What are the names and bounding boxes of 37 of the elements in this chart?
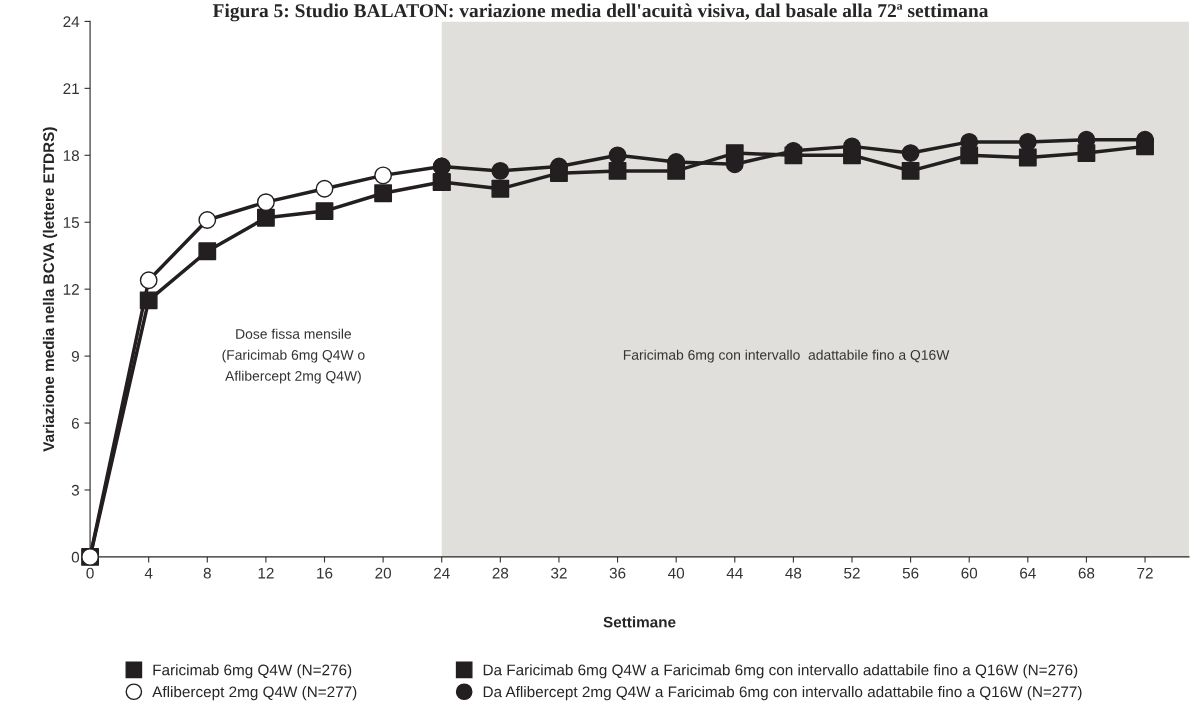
x-tick-label: 64 [1020, 567, 1036, 579]
band-label: Faricimab 6mg con intervallo adattabile fino a Q16W [623, 349, 950, 363]
x-tick-label: 60 [961, 567, 978, 579]
x-tick-label: 40 [668, 567, 685, 579]
x-tick-label: 16 [317, 567, 333, 579]
x-axis-title: Settimane [603, 616, 676, 628]
legend-label: Da Aflibercept 2mg Q4W a Faricimab 6mg con intervallo adattabile fino a Q16W (N=277) [483, 686, 1082, 701]
y-tick-label: 0 [71, 551, 80, 563]
y-tick-label: 3 [71, 484, 79, 496]
x-tick-label: 8 [203, 567, 211, 579]
x-tick-label: 44 [726, 567, 743, 579]
y-axis-title: Variazione media nella BCVA (lettere ETDRS) [42, 127, 58, 452]
x-tick-label: 32 [551, 567, 567, 579]
x-tick-label: 12 [258, 567, 274, 579]
x-tick-label: 36 [609, 567, 626, 579]
x-tick-label: 0 [86, 567, 94, 579]
x-tick-label: 24 [434, 567, 450, 579]
y-tick-label: 6 [71, 417, 79, 429]
y-tick-label: 12 [63, 284, 79, 295]
chart-title: Figura 5: Studio BALATON: variazione media dell'acuità visiva, dal basale alla 72ª settimana [212, 3, 989, 22]
y-tick-label: 15 [63, 217, 80, 228]
annotation: Dose fissa mensile (Faricimab 6mg Q4W o Aflibercept 2mg Q4W) [222, 328, 365, 384]
y-tick-label: 24 [63, 16, 80, 27]
y-tick-label: 9 [71, 350, 79, 362]
legend-label: Faricimab 6mg Q4W (N=276) [153, 664, 352, 679]
x-tick-label: 48 [785, 567, 802, 579]
x-tick-label: 52 [844, 567, 860, 579]
y-tick-label: 18 [63, 150, 79, 161]
legend-label: Da Faricimab 6mg Q4W a Faricimab 6mg con intervallo adattabile fino a Q16W (N=276) [483, 664, 1078, 679]
x-tick-label: 68 [1078, 567, 1095, 579]
x-tick-label: 56 [902, 567, 919, 579]
x-tick-label: 72 [1137, 567, 1153, 579]
y-tick-label: 21 [63, 83, 79, 94]
x-tick-label: 20 [375, 567, 392, 579]
x-tick-label: 28 [492, 567, 509, 579]
x-tick-label: 4 [144, 567, 153, 579]
legend-label: Aflibercept 2mg Q4W (N=277) [152, 686, 357, 701]
